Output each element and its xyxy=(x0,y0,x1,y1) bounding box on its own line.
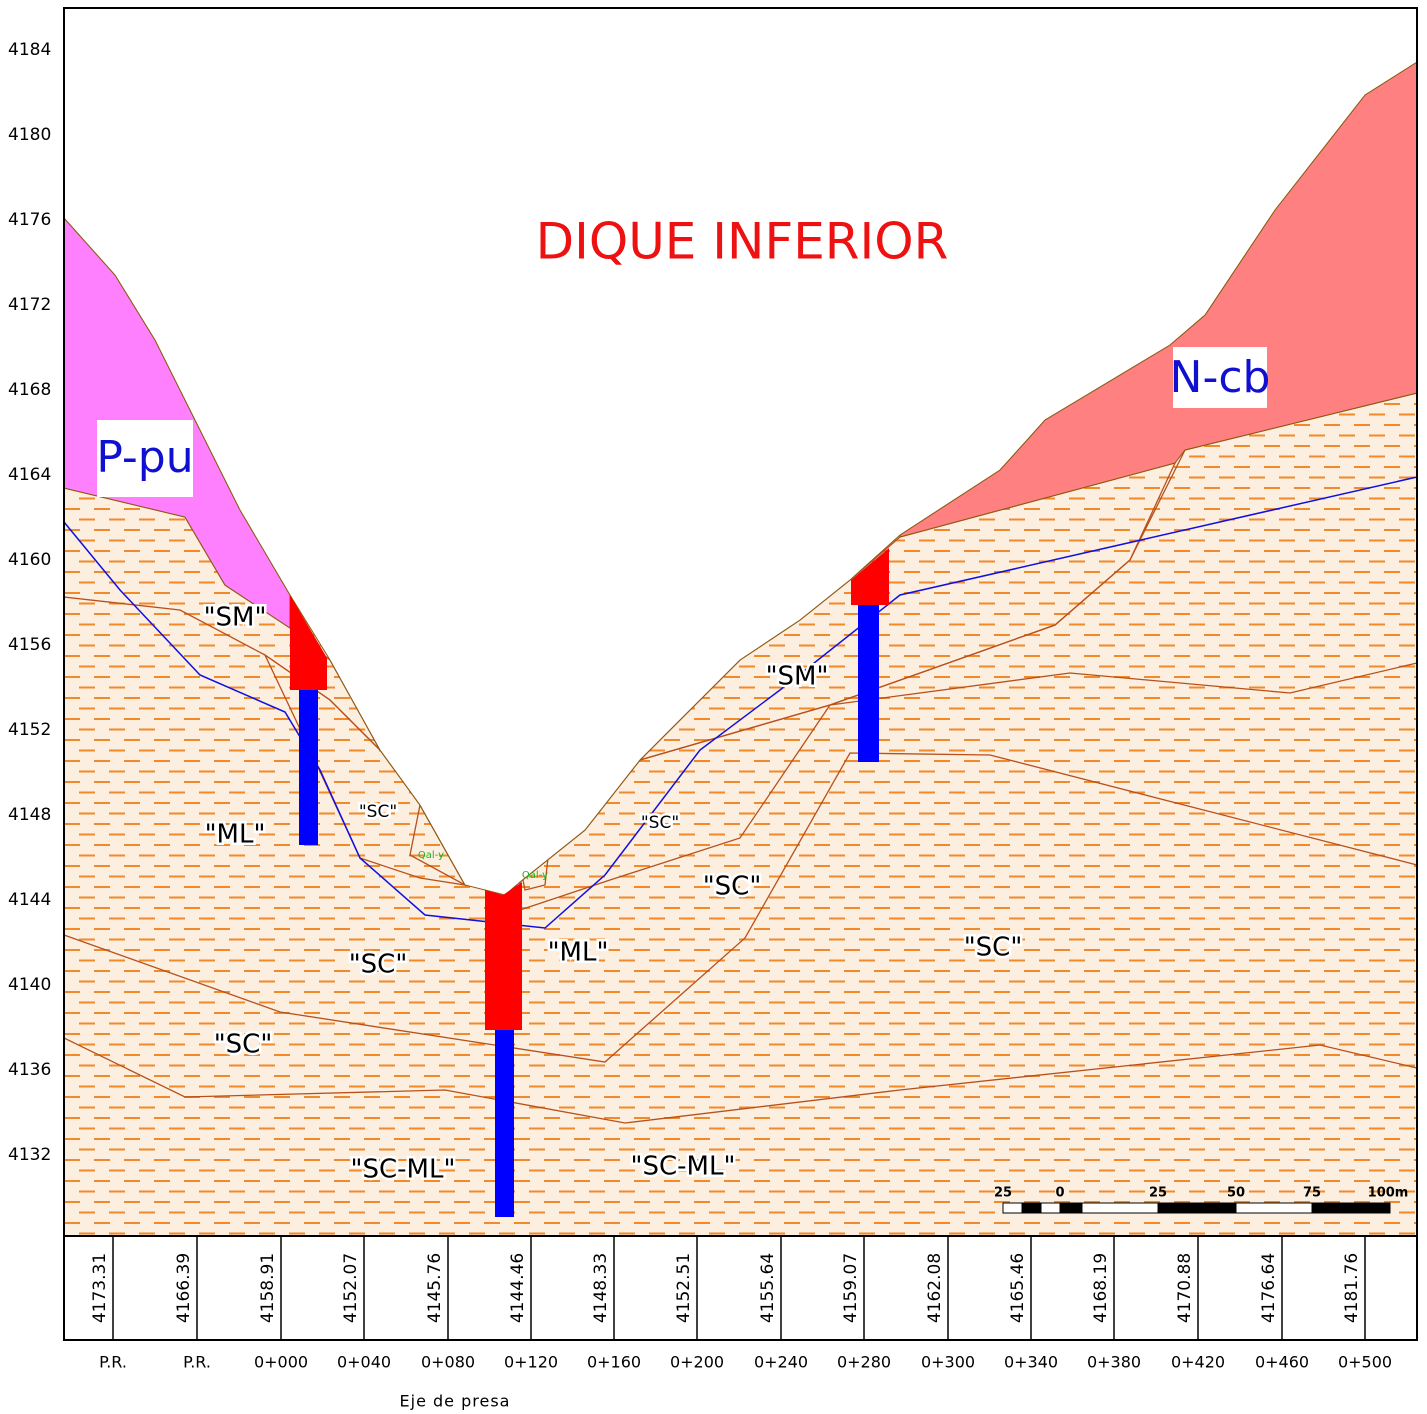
unit-label: Qal-y xyxy=(522,870,548,881)
label-box xyxy=(97,420,193,497)
unit-label: "SM" xyxy=(766,662,829,692)
station-label: 0+500 xyxy=(1338,1353,1392,1372)
unit-label: "SM" xyxy=(204,603,267,633)
title: DIQUE INFERIOR xyxy=(536,213,949,271)
station-label: 0+380 xyxy=(1087,1353,1141,1372)
elevation-value: 4168.19 xyxy=(1091,1253,1111,1323)
elevation-value: 4162.08 xyxy=(925,1253,945,1323)
elevation-value: 4152.07 xyxy=(341,1253,361,1323)
elevation-label: 4152 xyxy=(8,720,51,740)
elevation-label: 4172 xyxy=(8,295,51,315)
station-label: 0+000 xyxy=(254,1353,308,1372)
axis-note: Eje de presa xyxy=(400,1392,511,1411)
borehole xyxy=(495,1030,514,1217)
unit-label: "ML" xyxy=(205,820,266,850)
scale-bar: 25 0 25 50 75 100m xyxy=(994,1186,1408,1214)
elevation-value: 4166.39 xyxy=(174,1253,194,1323)
elevation-label: 4144 xyxy=(8,890,51,910)
elevation-value: 4170.88 xyxy=(1175,1253,1195,1323)
elevation-value: 4165.46 xyxy=(1008,1253,1028,1323)
station-label: 0+200 xyxy=(670,1353,724,1372)
station-label: 0+120 xyxy=(504,1353,558,1372)
scale-label: 75 xyxy=(1303,1186,1321,1201)
elevation-label: 4156 xyxy=(8,635,51,655)
borehole xyxy=(858,605,879,762)
unit-label: "ML" xyxy=(548,938,609,968)
elevation-value: 4158.91 xyxy=(258,1253,278,1323)
scale-segment xyxy=(1157,1202,1237,1214)
scale-segment xyxy=(1021,1202,1042,1214)
elevation-label: 4136 xyxy=(8,1060,51,1080)
scale-segment xyxy=(1040,1202,1061,1214)
sky xyxy=(63,7,1418,896)
station-label: 0+080 xyxy=(421,1353,475,1372)
scale-segment xyxy=(1235,1202,1313,1214)
elevation-value: 4148.33 xyxy=(591,1253,611,1323)
unit-label: "SC-ML" xyxy=(351,1155,456,1185)
scale-segment xyxy=(1059,1202,1083,1214)
scale-label: 50 xyxy=(1227,1186,1245,1201)
station-label: 0+420 xyxy=(1171,1353,1225,1372)
scale-segment xyxy=(1002,1202,1023,1214)
station-label: P.R. xyxy=(183,1353,211,1372)
profile-table xyxy=(63,1235,1418,1341)
unit-label: "SC" xyxy=(214,1030,273,1060)
station-label: 0+240 xyxy=(754,1353,808,1372)
scale-label: 0 xyxy=(1055,1186,1064,1201)
elevation-label: 4180 xyxy=(8,125,51,145)
unit-label: P-pu xyxy=(96,432,193,483)
unit-label: Qal-y xyxy=(418,850,444,861)
unit-label: "SC" xyxy=(641,813,679,833)
station-label: P.R. xyxy=(99,1353,127,1372)
elevation-value: 4176.64 xyxy=(1259,1253,1279,1323)
elevation-value: 4159.07 xyxy=(841,1253,861,1323)
unit-label: "SC" xyxy=(703,872,762,902)
station-label: 0+460 xyxy=(1255,1353,1309,1372)
scale-label: 100m xyxy=(1368,1186,1409,1201)
water-table xyxy=(63,476,1418,929)
unit-label: "SC-ML" xyxy=(631,1152,736,1182)
scale-label: 25 xyxy=(1149,1186,1167,1201)
elevation-label: 4168 xyxy=(8,380,51,400)
elevation-value: 4155.64 xyxy=(758,1253,778,1323)
labels: 4184 4180 4176 4172 4168 4164 4160 4156 4152 4148… xyxy=(8,40,1392,1411)
borehole xyxy=(299,690,318,845)
station-label: 0+160 xyxy=(587,1353,641,1372)
station-label: 0+340 xyxy=(1004,1353,1058,1372)
borehole-casing xyxy=(851,548,889,605)
station-label: 0+040 xyxy=(337,1353,391,1372)
unit-label: "SC" xyxy=(349,950,408,980)
scale-segment xyxy=(1081,1202,1159,1214)
geology xyxy=(63,7,1418,1236)
elevation-label: 4132 xyxy=(8,1145,51,1165)
elevation-value: 4152.51 xyxy=(674,1253,694,1323)
unit-label: N-cb xyxy=(1170,352,1271,403)
scale-segment xyxy=(1311,1202,1391,1214)
borehole-casing xyxy=(290,595,327,690)
elevation-label: 4148 xyxy=(8,805,51,825)
elevation-label: 4164 xyxy=(8,465,51,485)
label-box xyxy=(1173,347,1267,408)
elevation-label: 4160 xyxy=(8,550,51,570)
elevation-value: 4145.76 xyxy=(425,1253,445,1323)
unit-label: "SC" xyxy=(964,933,1023,963)
elevation-label: 4184 xyxy=(8,40,51,60)
elevation-label: 4140 xyxy=(8,975,51,995)
unit-label: "SC" xyxy=(359,802,397,822)
station-label: 0+280 xyxy=(837,1353,891,1372)
elevation-value: 4144.46 xyxy=(508,1253,528,1323)
elevation-value: 4181.76 xyxy=(1342,1253,1362,1323)
elevation-label: 4176 xyxy=(8,210,51,230)
station-label: 0+300 xyxy=(921,1353,975,1372)
borehole-casing xyxy=(485,882,522,1030)
elevation-value: 4173.31 xyxy=(90,1253,110,1323)
scale-label: 25 xyxy=(994,1186,1012,1201)
